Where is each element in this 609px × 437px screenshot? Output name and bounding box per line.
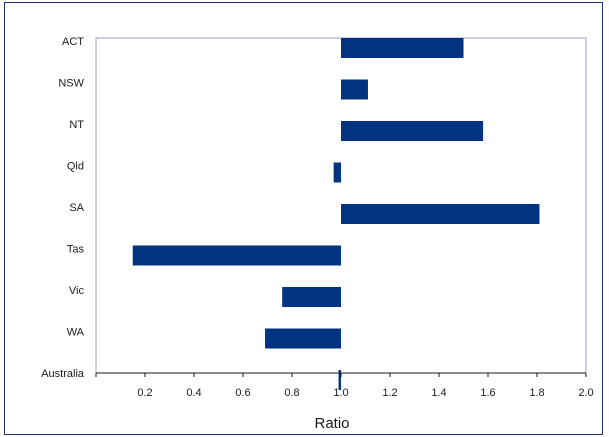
y-tick-label-australia: Australia: [41, 368, 85, 380]
bar-sa: [341, 204, 540, 224]
x-axis-title: Ratio: [314, 415, 349, 432]
x-tick-label-0-6: 0.6: [235, 387, 250, 399]
bar-vic: [282, 287, 341, 307]
x-tick-label-1-6: 1.6: [480, 387, 495, 399]
bar-tas: [132, 245, 341, 266]
y-tick-label-wa: WA: [67, 327, 85, 339]
bar-qld: [333, 162, 341, 183]
bar-wa: [265, 328, 341, 349]
y-tick-label-tas: Tas: [67, 244, 85, 256]
bar-australia: [338, 370, 341, 390]
y-tick-label-sa: SA: [69, 202, 84, 214]
x-tick-label-1-0: 1.0: [333, 387, 348, 399]
x-tick-label-0-2: 0.2: [137, 387, 152, 399]
bar-nsw: [341, 79, 368, 100]
bar-act: [341, 38, 464, 58]
y-tick-label-nsw: NSW: [58, 78, 84, 90]
x-tick-label-0-8: 0.8: [284, 387, 299, 399]
bar-nt: [341, 121, 484, 141]
x-tick-label-1-4: 1.4: [431, 387, 446, 399]
x-tick-label-0-4: 0.4: [186, 387, 201, 399]
y-tick-label-nt: NT: [69, 119, 84, 131]
y-tick-label-qld: Qld: [67, 161, 84, 173]
x-tick-label-2-0: 2.0: [578, 387, 593, 399]
x-tick-label-1-2: 1.2: [382, 387, 397, 399]
y-tick-label-act: ACT: [62, 36, 84, 48]
x-tick-label-1-8: 1.8: [529, 387, 544, 399]
y-tick-label-vic: Vic: [69, 285, 85, 297]
